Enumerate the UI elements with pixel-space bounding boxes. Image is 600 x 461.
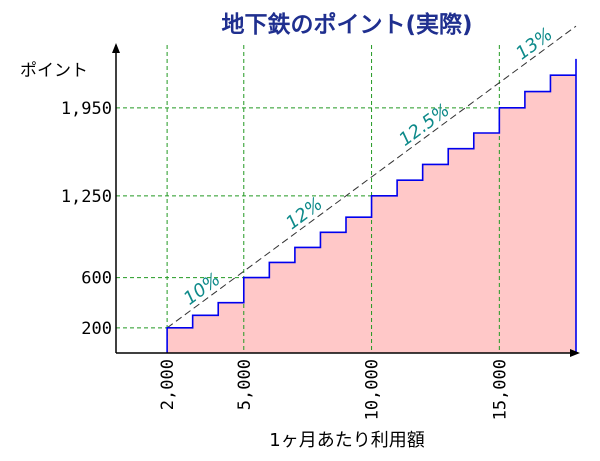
rate-label-3: 13% [512, 24, 557, 65]
trend-line [166, 25, 577, 329]
y-tick-label-3: 1,950 [61, 99, 112, 119]
x-axis-label: 1ヶ月あたり利用額 [269, 430, 424, 451]
y-axis-label: ポイント [20, 61, 88, 81]
y-tick-label-2: 1,250 [61, 187, 112, 207]
step-line [166, 58, 577, 353]
axis-layer [112, 43, 580, 357]
trend-layer [166, 25, 577, 329]
rate-label-1: 12% [282, 193, 327, 234]
y-tick-label-1: 600 [81, 269, 112, 289]
x-tick-label-0: 2,000 [158, 359, 178, 410]
chart-title: 地下鉄のポイント(実際) [221, 11, 472, 38]
x-tick-label-3: 15,000 [490, 359, 510, 420]
x-tick-label-1: 5,000 [235, 359, 255, 410]
rate-label-2: 12.5% [395, 100, 453, 151]
step-layer [166, 58, 577, 353]
y-axis-arrow [112, 43, 120, 53]
x-tick-label-2: 10,000 [363, 359, 383, 420]
y-tick-label-0: 200 [81, 319, 112, 339]
x-axis-arrow [570, 349, 580, 357]
